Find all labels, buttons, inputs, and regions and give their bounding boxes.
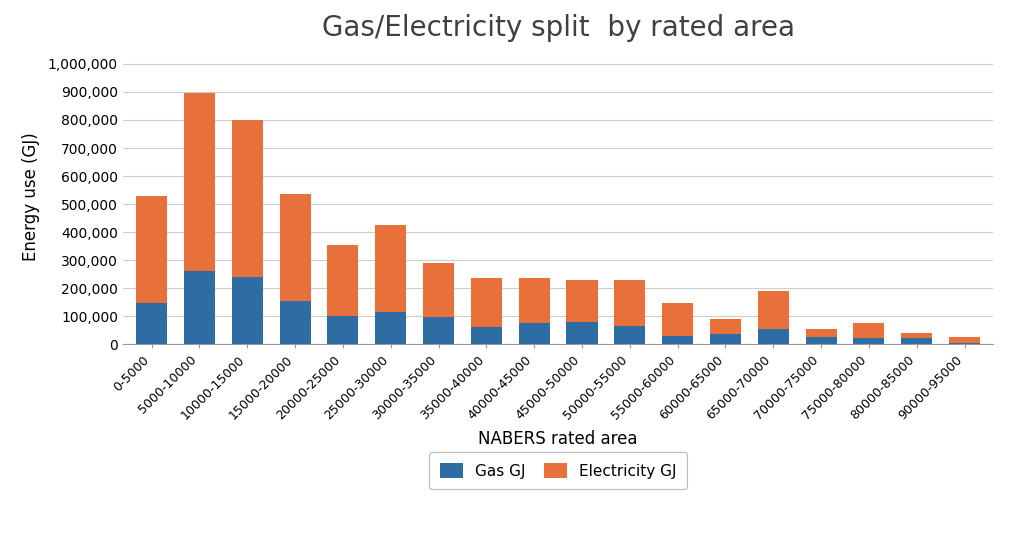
- Bar: [423, 317, 454, 344]
- Bar: [375, 312, 407, 344]
- Bar: [518, 323, 550, 344]
- Legend: Gas GJ, Electricity GJ: Gas GJ, Electricity GJ: [429, 452, 687, 490]
- Bar: [280, 194, 310, 301]
- Bar: [518, 278, 550, 323]
- Bar: [566, 322, 598, 344]
- Bar: [136, 304, 167, 344]
- Bar: [471, 278, 502, 327]
- Bar: [853, 323, 885, 339]
- Bar: [375, 225, 407, 312]
- Bar: [949, 342, 980, 344]
- Bar: [901, 339, 932, 344]
- Bar: [423, 263, 454, 317]
- Bar: [566, 280, 598, 322]
- Title: Gas/Electricity split  by rated area: Gas/Electricity split by rated area: [322, 14, 795, 42]
- Y-axis label: Energy use (GJ): Energy use (GJ): [22, 133, 40, 261]
- Bar: [231, 277, 263, 344]
- Bar: [758, 291, 788, 329]
- Bar: [663, 336, 693, 344]
- Bar: [280, 301, 310, 344]
- X-axis label: NABERS rated area: NABERS rated area: [478, 431, 638, 448]
- Bar: [758, 329, 788, 344]
- Bar: [806, 337, 837, 344]
- Bar: [614, 280, 645, 326]
- Bar: [328, 245, 358, 316]
- Bar: [231, 120, 263, 277]
- Bar: [853, 339, 885, 344]
- Bar: [184, 271, 215, 344]
- Bar: [663, 304, 693, 336]
- Bar: [471, 327, 502, 344]
- Bar: [328, 316, 358, 344]
- Bar: [710, 334, 741, 344]
- Bar: [806, 329, 837, 337]
- Bar: [710, 319, 741, 334]
- Bar: [136, 195, 167, 304]
- Bar: [949, 337, 980, 342]
- Bar: [901, 333, 932, 339]
- Bar: [614, 326, 645, 344]
- Bar: [184, 93, 215, 271]
